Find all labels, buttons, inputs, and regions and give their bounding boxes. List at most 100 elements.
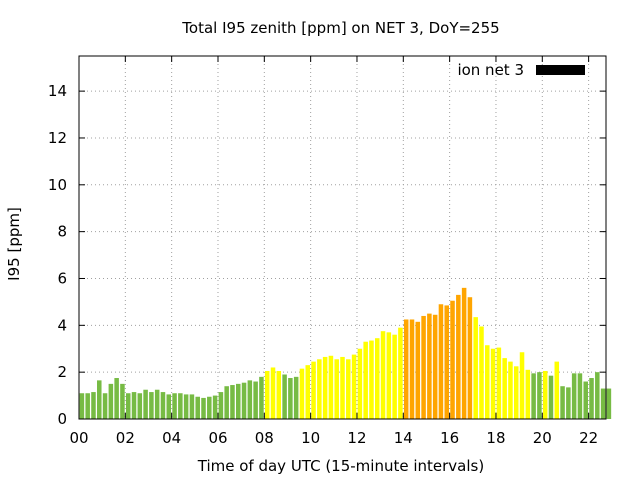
bar [479, 326, 484, 419]
bar [97, 380, 102, 419]
bar [444, 305, 449, 419]
bar [577, 373, 583, 419]
bar [195, 396, 200, 419]
bar [172, 393, 177, 419]
bar [178, 393, 183, 419]
bar [154, 389, 160, 419]
bar [427, 313, 432, 419]
bar [91, 392, 96, 419]
bar [537, 372, 542, 419]
bar [143, 389, 148, 419]
bar [218, 392, 224, 419]
bar [496, 347, 502, 419]
bar [490, 348, 496, 419]
x-tick-label: 02 [116, 429, 135, 447]
bar [334, 359, 339, 419]
x-tick-label: 18 [486, 429, 505, 447]
bar [513, 366, 519, 419]
bar [212, 395, 218, 419]
bar [409, 319, 415, 419]
bar [450, 300, 455, 419]
y-tick-label: 14 [48, 82, 67, 100]
bar [340, 356, 345, 419]
legend: ion net 3 [457, 61, 585, 79]
y-tick-label: 6 [57, 269, 67, 287]
bar [583, 381, 588, 419]
x-axis-label: Time of day UTC (15-minute intervals) [197, 457, 484, 475]
bar [259, 376, 264, 419]
bar [230, 385, 235, 419]
bar [114, 378, 119, 419]
bar [317, 359, 322, 419]
legend-swatch [536, 65, 585, 75]
bar [363, 341, 368, 419]
bar [224, 386, 229, 419]
x-tick-label: 12 [347, 429, 366, 447]
bar [386, 332, 392, 419]
bar [120, 383, 125, 419]
bar [108, 383, 114, 419]
bar [328, 355, 334, 419]
y-tick-label: 0 [57, 410, 67, 428]
x-tick-label: 10 [301, 429, 320, 447]
bars [79, 287, 612, 419]
bar [502, 358, 507, 419]
bar [542, 370, 548, 419]
x-tick-label: 20 [533, 429, 552, 447]
bar [207, 396, 212, 419]
bar [288, 378, 293, 419]
x-tick-label: 22 [579, 429, 598, 447]
x-tick-label: 08 [255, 429, 274, 447]
plot-frame [78, 55, 607, 420]
bar [351, 354, 357, 419]
legend-label: ion net 3 [457, 61, 524, 79]
bar [606, 388, 612, 419]
chart-title: Total I95 zenith [ppm] on NET 3, DoY=255 [181, 19, 499, 37]
bar [438, 304, 444, 419]
x-tick-label: 00 [69, 429, 88, 447]
bar [432, 314, 438, 419]
bar [566, 387, 571, 419]
bar [467, 297, 473, 419]
y-axis-label: I95 [ppm] [5, 207, 23, 281]
bar [357, 348, 363, 419]
bar [554, 361, 560, 419]
bar [125, 393, 131, 419]
bar [183, 394, 189, 419]
bar [346, 359, 351, 419]
x-tick-label: 06 [208, 429, 227, 447]
bar [264, 370, 270, 419]
bar [247, 380, 253, 419]
y-tick-label: 10 [48, 176, 67, 194]
bar [548, 375, 554, 419]
bar [380, 331, 386, 419]
bar [137, 393, 143, 419]
bar [201, 397, 206, 419]
bar [311, 361, 316, 419]
bar [461, 287, 467, 419]
x-tick-label: 04 [162, 429, 181, 447]
grid [79, 56, 606, 419]
bar [595, 372, 600, 419]
bar [392, 334, 397, 419]
bar [79, 393, 85, 419]
bar [276, 370, 282, 419]
bar [305, 365, 311, 419]
bar [369, 340, 374, 419]
bar [241, 382, 247, 419]
bar [571, 373, 577, 419]
bar [525, 369, 531, 419]
y-tick-label: 12 [48, 129, 67, 147]
y-tick-label: 4 [57, 316, 67, 334]
bar [322, 356, 328, 419]
bar [473, 317, 478, 419]
bar [282, 374, 287, 419]
bar [189, 394, 195, 419]
bar [421, 315, 426, 419]
x-tick-label: 14 [394, 429, 413, 447]
bar [531, 373, 536, 419]
bar [270, 367, 276, 419]
y-tick-label: 8 [57, 223, 67, 241]
bar [485, 345, 490, 419]
